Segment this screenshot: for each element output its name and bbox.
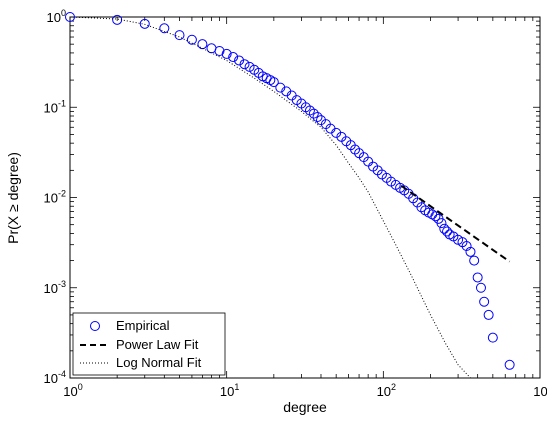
y-tick-label-base: 10 — [44, 281, 58, 296]
y-tick-label-base: 10 — [44, 100, 58, 115]
series-layer — [65, 12, 515, 379]
data-point — [331, 127, 342, 138]
legend: Empirical Power Law Fit Log Normal Fit — [72, 312, 226, 376]
y-tick-label-base: 10 — [44, 371, 58, 386]
x-tick-label-exponent: 0 — [78, 382, 83, 392]
x-axis-label: degree — [283, 399, 327, 415]
data-point — [504, 359, 515, 370]
axis-ticks — [69, 17, 540, 379]
x-tick-label-exponent: 1 — [234, 382, 239, 392]
data-point — [469, 255, 480, 266]
data-point — [174, 30, 185, 41]
data-point — [475, 282, 486, 293]
data-point — [472, 272, 483, 283]
data-point — [159, 23, 170, 34]
x-tick-label-base: 10 — [63, 384, 77, 399]
data-point — [442, 226, 453, 237]
data-point — [465, 246, 476, 257]
series-line-power-law-fit — [400, 184, 511, 263]
y-tick-label-base: 10 — [44, 191, 58, 206]
data-point — [197, 39, 208, 50]
x-tick-label: 102 — [377, 382, 396, 399]
data-point — [479, 296, 490, 307]
y-tick-label-exponent: -1 — [58, 98, 66, 108]
y-tick-label: 10-4 — [44, 369, 66, 386]
data-point — [308, 108, 319, 119]
data-point — [436, 218, 447, 229]
data-point — [439, 223, 450, 234]
y-tick-label: 10-2 — [44, 189, 66, 206]
y-tick-label-exponent: 0 — [61, 8, 66, 18]
x-tick-label-exponent: 2 — [391, 382, 396, 392]
data-point — [430, 211, 441, 222]
x-tick-label: 103 — [533, 382, 547, 399]
y-tick-label-exponent: -2 — [58, 189, 66, 199]
legend-label-log-normal: Log Normal Fit — [116, 355, 202, 370]
legend-label-power-law: Power Law Fit — [116, 337, 199, 352]
data-point — [186, 34, 197, 45]
y-axis-label: Pr(X ≥ degree) — [5, 152, 21, 244]
data-point — [214, 46, 225, 57]
legend-label-empirical: Empirical — [116, 318, 170, 333]
data-point — [65, 12, 75, 22]
data-point — [312, 111, 323, 122]
x-tick-label-base: 10 — [377, 384, 391, 399]
y-tick-label: 100 — [47, 8, 66, 25]
y-tick-label-exponent: -4 — [58, 369, 66, 379]
x-tick-label-base: 10 — [220, 384, 234, 399]
axis-tick-labels: 10010110210310010-110-210-310-4 — [44, 8, 547, 399]
y-tick-label-exponent: -3 — [58, 279, 66, 289]
data-point — [221, 48, 232, 59]
x-tick-label-base: 10 — [533, 384, 547, 399]
x-tick-label: 100 — [63, 382, 82, 399]
legend-marker-empirical — [90, 321, 100, 331]
data-point — [239, 59, 250, 70]
data-point — [275, 82, 286, 93]
data-point — [268, 77, 279, 88]
data-point — [483, 309, 494, 320]
x-tick-label: 101 — [220, 382, 239, 399]
data-point — [228, 52, 239, 63]
data-point — [487, 332, 498, 343]
y-tick-label: 10-3 — [44, 279, 66, 296]
y-tick-label: 10-1 — [44, 98, 66, 115]
series-line-log-normal-fit — [69, 16, 471, 379]
series-empirical — [65, 12, 515, 370]
data-point — [139, 18, 150, 29]
data-point — [234, 55, 245, 66]
y-tick-label-base: 10 — [47, 10, 61, 25]
data-point — [416, 202, 427, 213]
